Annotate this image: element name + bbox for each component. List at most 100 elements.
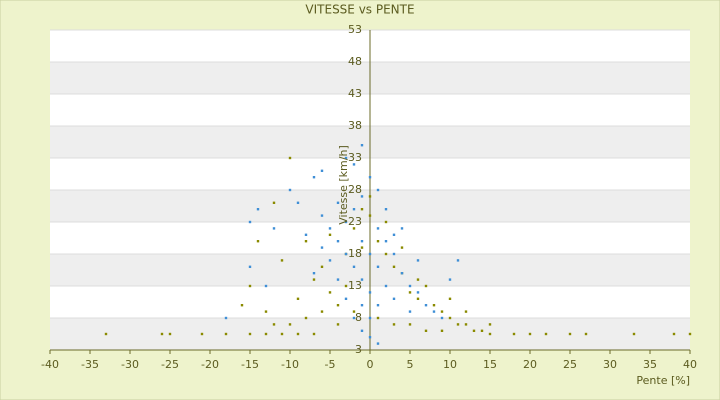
point [632, 332, 636, 336]
chart-title: VITESSE vs PENTE [305, 3, 414, 17]
point [528, 332, 532, 336]
point [224, 316, 228, 320]
x-axis-label: Pente [%] [636, 374, 690, 387]
point [264, 310, 268, 313]
point [280, 332, 284, 336]
point [392, 233, 396, 236]
y-axis-label: Vitesse [km/h] [337, 145, 350, 225]
point [448, 297, 452, 300]
point [408, 291, 412, 294]
point [248, 220, 252, 224]
point [408, 323, 412, 326]
point [408, 310, 412, 313]
y-tick-label: 23 [348, 215, 362, 228]
point [392, 297, 396, 300]
x-tick-label: -35 [81, 358, 99, 371]
point [472, 329, 476, 332]
point [296, 332, 300, 336]
point [328, 233, 332, 236]
point [248, 265, 252, 268]
point [368, 214, 372, 217]
x-tick-label: -30 [121, 358, 139, 371]
point [456, 259, 460, 262]
point [384, 208, 388, 211]
point [336, 304, 340, 307]
point [376, 304, 380, 307]
point [320, 310, 324, 313]
point [464, 323, 468, 326]
point [320, 169, 324, 172]
point [344, 220, 348, 224]
point [288, 323, 292, 326]
point [328, 227, 332, 230]
point [384, 284, 388, 288]
x-tick-label: 5 [407, 358, 414, 371]
point [400, 227, 404, 230]
point [160, 332, 164, 336]
point [440, 310, 444, 313]
x-tick-label: 25 [563, 358, 577, 371]
point [544, 332, 548, 336]
point [288, 188, 292, 192]
point [384, 240, 388, 243]
point [304, 240, 308, 243]
point [312, 332, 316, 336]
point [584, 332, 588, 336]
x-tick-label: 40 [683, 358, 697, 371]
y-tick-label: 48 [348, 55, 362, 68]
point [256, 208, 260, 211]
point [512, 332, 516, 336]
x-tick-label: 35 [643, 358, 657, 371]
point [272, 227, 276, 230]
point [376, 342, 380, 345]
point [672, 332, 676, 336]
point [400, 272, 404, 275]
point [240, 304, 244, 307]
point [456, 323, 460, 326]
point [424, 329, 428, 332]
x-tick-label: -20 [201, 358, 219, 371]
point [336, 278, 340, 281]
y-tick-label: 8 [355, 311, 362, 324]
point [464, 310, 468, 313]
point [336, 240, 340, 243]
point [368, 316, 372, 320]
point [368, 195, 372, 198]
point [336, 201, 340, 204]
point [360, 195, 364, 198]
point [360, 304, 364, 307]
point [248, 284, 252, 288]
point [368, 176, 372, 179]
point [272, 323, 276, 326]
point [368, 291, 372, 294]
point [376, 188, 380, 192]
point [352, 208, 356, 211]
point [320, 265, 324, 268]
y-tick-label: 18 [348, 247, 362, 260]
point [296, 201, 300, 204]
point [392, 252, 396, 256]
point [416, 297, 420, 300]
point [432, 310, 436, 313]
point [360, 144, 364, 147]
point [328, 291, 332, 294]
point [376, 265, 380, 268]
point [264, 284, 268, 288]
point [104, 332, 108, 336]
x-tick-label: -5 [325, 358, 336, 371]
point [264, 332, 268, 336]
y-tick-label: 13 [348, 279, 362, 292]
point [416, 259, 420, 262]
point [312, 176, 316, 179]
point [312, 272, 316, 275]
point [424, 284, 428, 288]
point [416, 291, 420, 294]
point [344, 156, 348, 160]
point [248, 332, 252, 336]
point [360, 329, 364, 332]
point [392, 265, 396, 268]
point [344, 297, 348, 300]
point [344, 252, 348, 256]
point [360, 246, 364, 249]
